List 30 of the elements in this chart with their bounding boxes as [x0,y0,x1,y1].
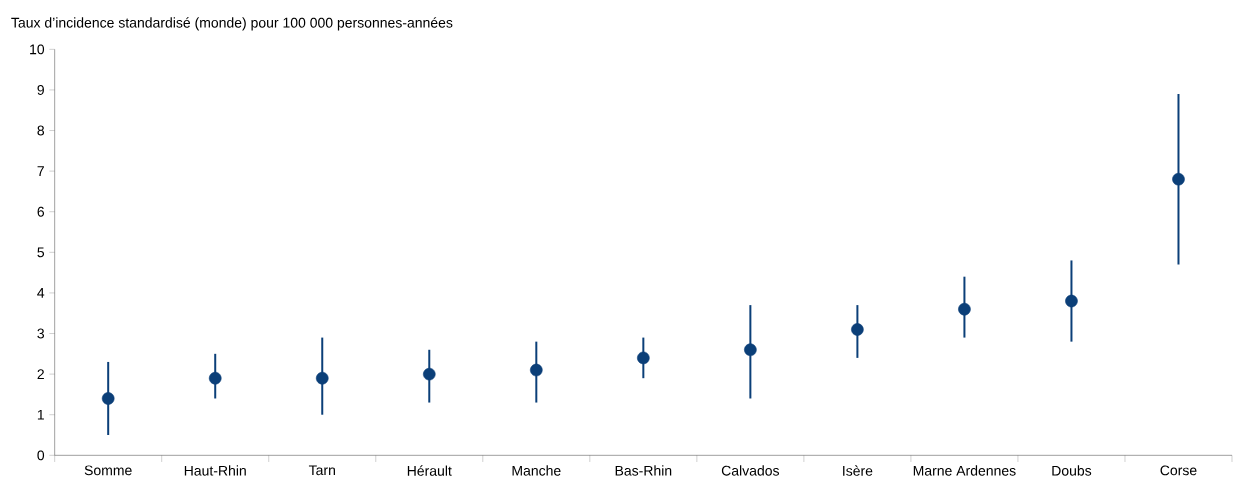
x-tick-label: Calvados [721,465,780,476]
point [208,372,222,385]
y-tick-label: 2 [37,369,44,380]
x-tick-label: Manche [512,465,561,476]
x-tick-label: Corse [1160,465,1197,476]
x-tick-label: Bas-Rhin [615,465,672,476]
y-axis-title: Taux d’incidence standardisé (monde) pour 100 000 personnes-années [11,17,453,31]
x-tick-label: Marne Ardennes [913,465,1016,476]
y-tick-label: 6 [37,206,45,217]
point [744,343,757,357]
x-tick-label: Haut-Rhin [184,465,246,476]
x-tick-label: Doubs [1052,465,1092,476]
point [530,363,543,377]
point [1065,294,1078,308]
x-tick-label: Isère [843,465,873,476]
y-tick-label: 10 [30,44,45,55]
y-tick-label: 5 [37,247,45,258]
x-tick-label: Hérault [407,465,452,476]
point [315,372,329,385]
y-tick-label: 3 [37,328,45,339]
point [637,351,650,365]
point [101,392,115,405]
x-tick-label: Somme [84,465,132,476]
y-tick-label: 9 [37,85,44,96]
y-tick-label: 7 [37,166,44,177]
y-tick-label: 4 [37,288,45,298]
y-tick-label: 1 [37,410,44,420]
y-tick-label: 0 [37,450,45,461]
x-tick-label: Tarn [308,465,335,476]
y-tick-label: 8 [37,125,45,136]
